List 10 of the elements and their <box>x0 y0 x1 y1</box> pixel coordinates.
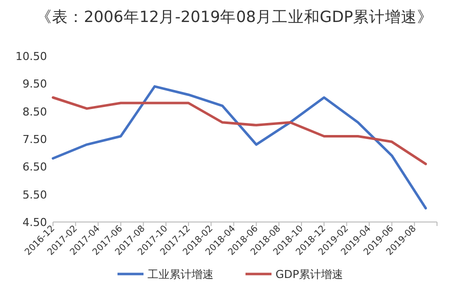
y-tick-label: 6.50 <box>22 160 47 174</box>
y-tick-label: 5.50 <box>22 188 47 202</box>
y-tick-label: 7.50 <box>22 133 47 146</box>
title: 《表：2006年12月-2019年08月工业和GDP累计增速》 <box>36 8 434 26</box>
y-tick-label: 8.50 <box>22 105 47 118</box>
y-tick-label: 9.50 <box>22 78 47 91</box>
y-tick-label: 4.50 <box>22 216 47 229</box>
legend-label: GDP累计增速 <box>276 268 344 281</box>
legend-label: 工业累计增速 <box>148 268 214 281</box>
y-tick-label: 10.50 <box>16 50 47 63</box>
